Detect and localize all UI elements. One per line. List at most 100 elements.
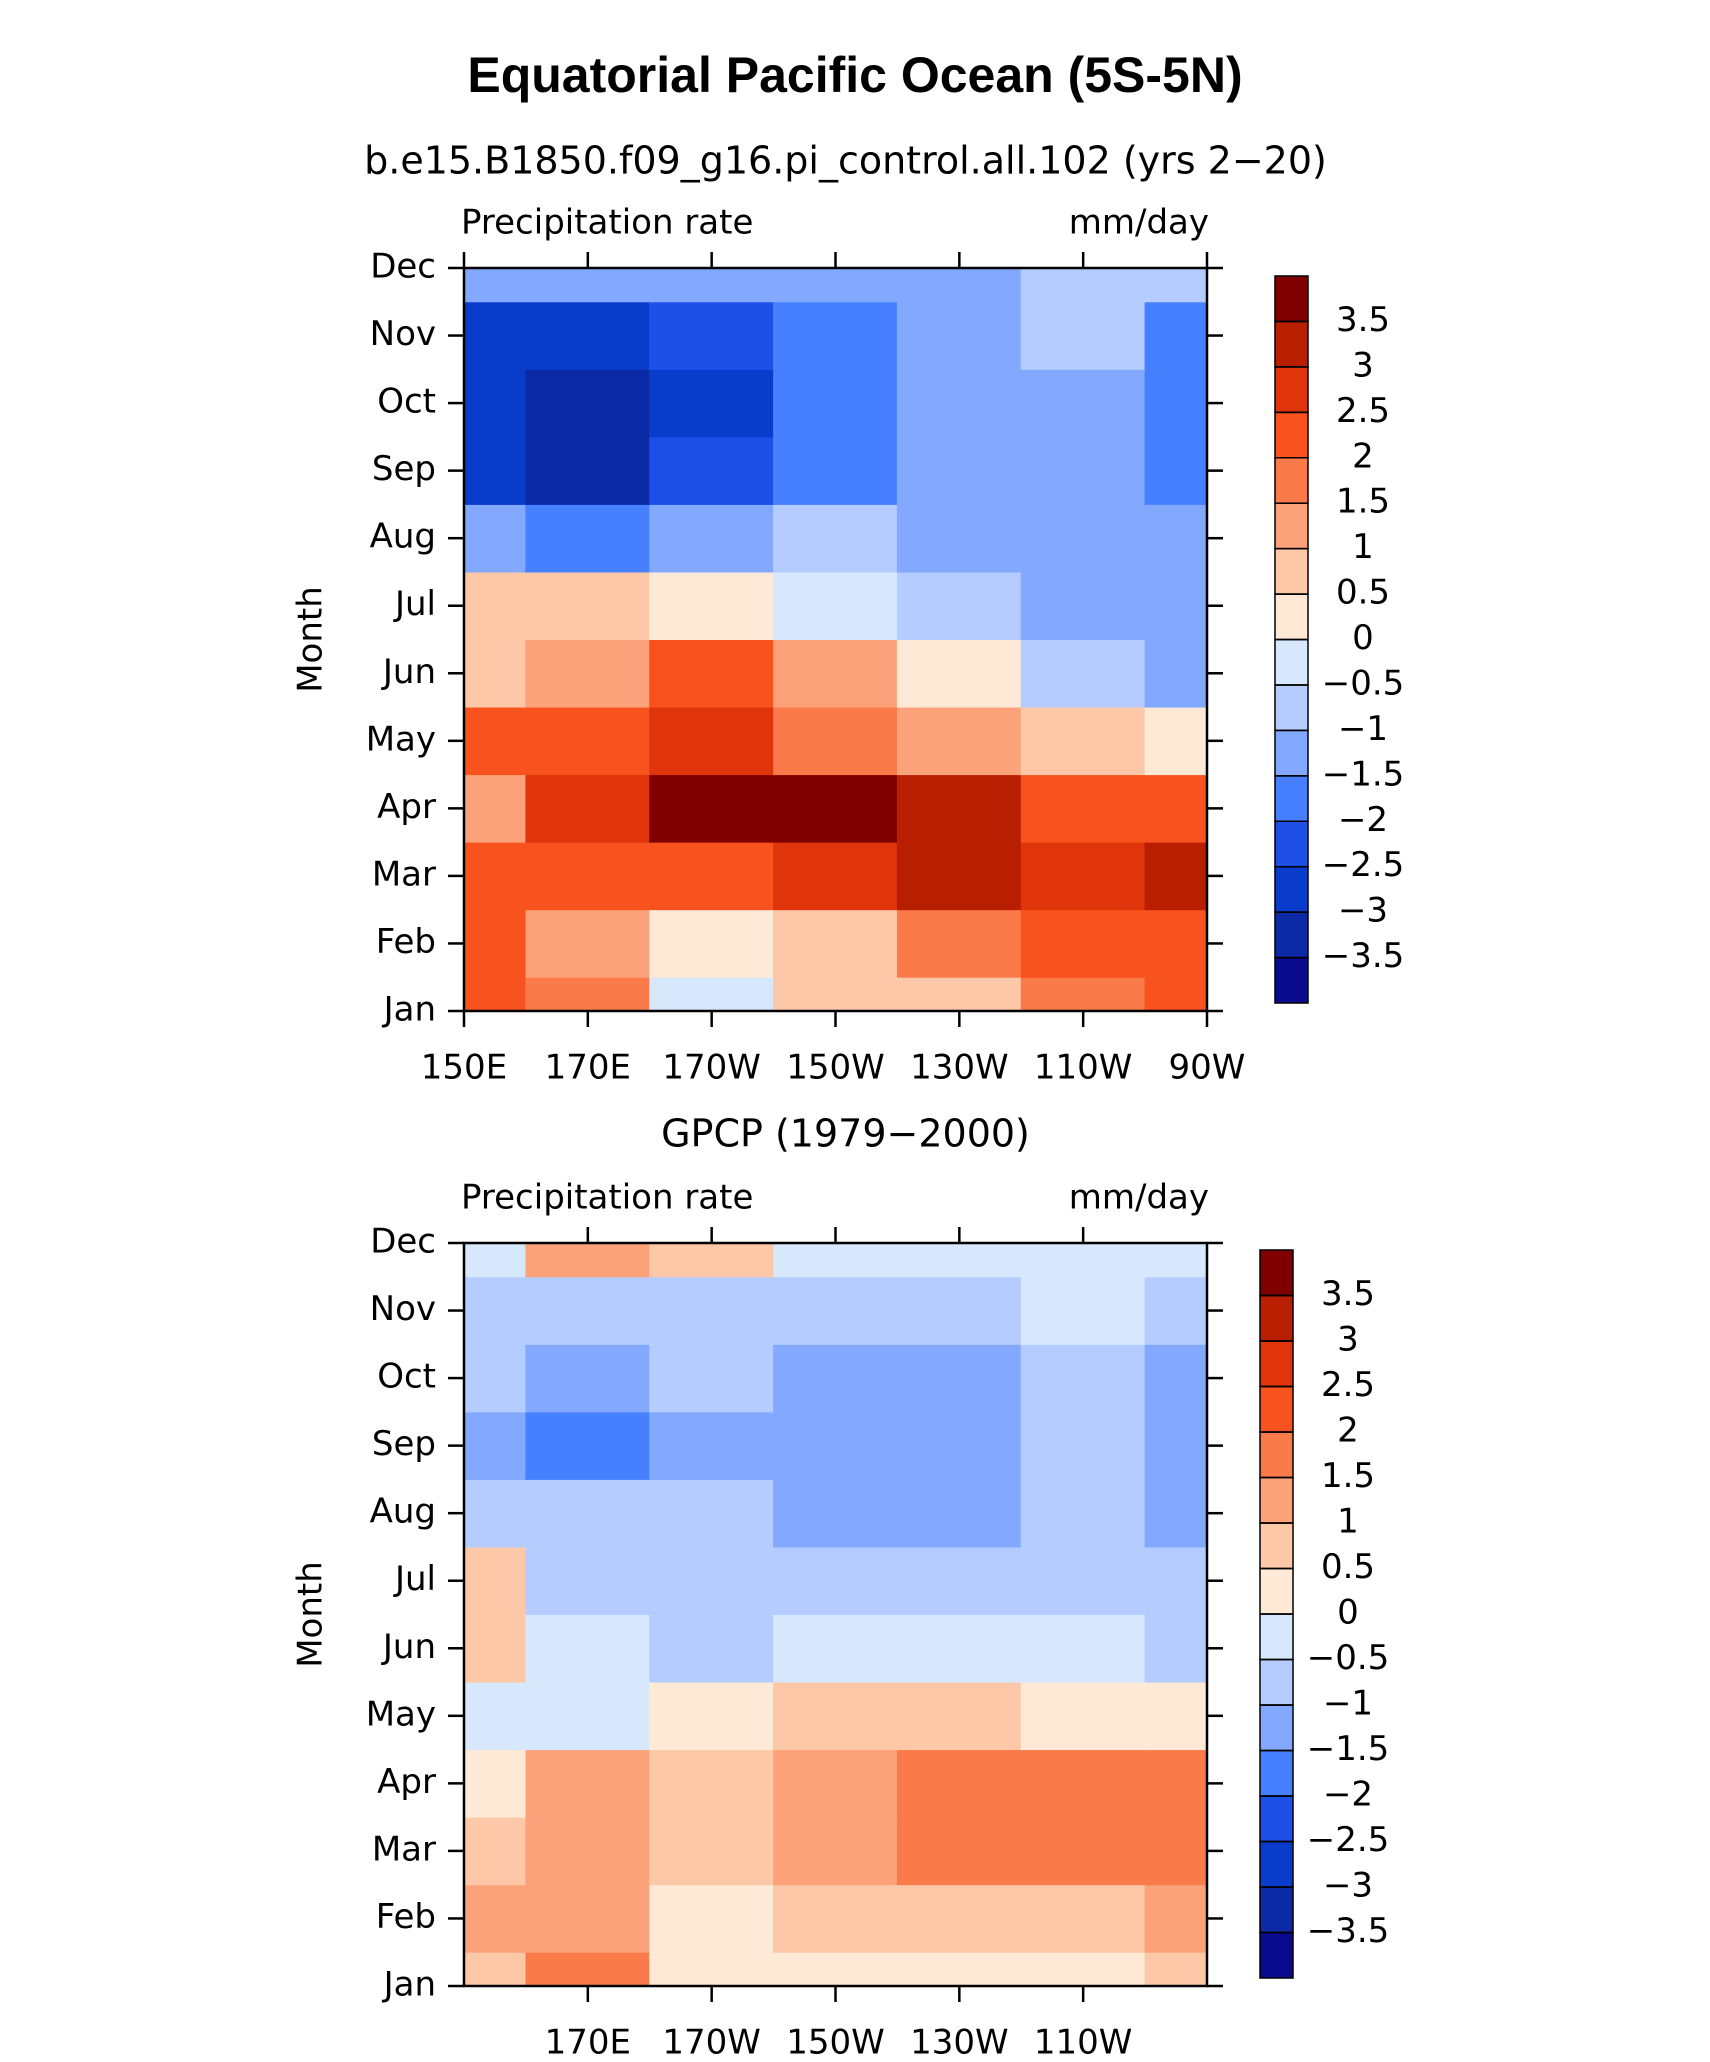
contour-cell xyxy=(1144,1276,1207,1345)
contour-cell xyxy=(525,639,651,708)
x-tick-label: 170W xyxy=(662,1048,761,1088)
contour-cell xyxy=(896,1884,1022,1953)
right-label: mm/day xyxy=(1069,1178,1209,1218)
contour-cell xyxy=(525,1411,651,1480)
x-tick-label: 150W xyxy=(786,2023,885,2062)
colorbar-label: 1.5 xyxy=(1321,1456,1375,1496)
contour-cell xyxy=(525,706,651,776)
y-tick-label: Mar xyxy=(372,1829,436,1869)
contour-cell xyxy=(773,1343,898,1413)
contour-cell xyxy=(464,1478,527,1548)
contour-cell xyxy=(649,1343,775,1413)
contour-cell xyxy=(1020,1343,1146,1413)
contour-cell xyxy=(525,1243,651,1278)
contour-cell xyxy=(525,1749,651,1818)
x-tick-label: 130W xyxy=(910,2023,1009,2062)
colorbar-label: 3 xyxy=(1352,345,1374,385)
contour-cell xyxy=(649,841,775,911)
contour-cell xyxy=(525,1546,651,1615)
contour-cell xyxy=(1020,774,1146,843)
x-tick-label: 150W xyxy=(786,1048,885,1088)
contour-cell xyxy=(1144,1614,1207,1683)
contour-cell xyxy=(464,1546,527,1615)
colorbar-label: −2.5 xyxy=(1322,845,1405,885)
contour-cell xyxy=(773,1243,898,1278)
colorbar-box xyxy=(1274,775,1309,822)
contour-cell xyxy=(1144,503,1207,573)
contour-cell xyxy=(525,436,651,505)
left-label: Precipitation rate xyxy=(461,203,753,243)
contour-cell xyxy=(525,909,651,978)
y-tick-label: Jun xyxy=(381,652,436,692)
contour-cell xyxy=(773,1478,898,1548)
colorbar-box xyxy=(1274,320,1309,368)
left-label: Precipitation rate xyxy=(461,1178,753,1218)
colorbar-label: −3 xyxy=(1338,891,1388,931)
contour-cell xyxy=(1144,1411,1207,1480)
contour-cell xyxy=(1020,301,1146,370)
colorbar-label: 0.5 xyxy=(1336,573,1390,613)
colorbar-box xyxy=(1259,1886,1294,1934)
contour-cell xyxy=(896,639,1022,708)
contour-cell xyxy=(525,841,651,911)
subtitle: b.e15.B1850.f09_g16.pi_control.all.102 (… xyxy=(364,139,1327,183)
y-tick-label: Jul xyxy=(393,1559,436,1599)
colorbar-label: −1 xyxy=(1338,709,1388,749)
contour-cell xyxy=(1020,368,1146,438)
y-tick-label: Feb xyxy=(376,1897,436,1937)
contour-cell xyxy=(896,368,1022,438)
colorbar-label: −2 xyxy=(1323,1775,1373,1815)
contour-cell xyxy=(464,436,527,505)
contour-cell xyxy=(1020,706,1146,776)
contour-cell xyxy=(649,1951,775,1986)
colorbar-box xyxy=(1274,956,1309,1004)
colorbar-label: −0.5 xyxy=(1307,1638,1390,1678)
colorbar-label: 3.5 xyxy=(1321,1274,1375,1314)
colorbar-box xyxy=(1274,502,1309,550)
contour-cell xyxy=(1020,841,1146,911)
y-axis-label: Month xyxy=(291,586,331,693)
contour-cell xyxy=(1144,1546,1207,1615)
contour-cell xyxy=(1144,1816,1207,1886)
contour-cell xyxy=(896,503,1022,573)
contour-cell xyxy=(464,1749,527,1818)
y-tick-label: Jan xyxy=(382,990,436,1030)
x-tick-label: 170W xyxy=(662,2023,761,2062)
contour-cell xyxy=(896,1411,1022,1480)
contour-cell xyxy=(896,436,1022,505)
contour-cell xyxy=(649,1884,775,1953)
contour-cell xyxy=(525,503,651,573)
contour-cell xyxy=(1020,268,1146,303)
contour-cell xyxy=(649,1478,775,1548)
contour-cell xyxy=(1144,436,1207,505)
contour-cell xyxy=(773,1546,898,1615)
contour-cell xyxy=(896,1343,1022,1413)
contour-cell xyxy=(1144,1884,1207,1953)
colorbar-label: 1 xyxy=(1352,527,1374,567)
colorbar-box xyxy=(1274,638,1309,686)
contour-cell xyxy=(1020,1816,1146,1886)
colorbar-box xyxy=(1259,1340,1294,1388)
contour-cell xyxy=(1020,1749,1146,1818)
contour-cell xyxy=(896,1749,1022,1818)
contour-cell xyxy=(525,1478,651,1548)
contour-cell xyxy=(773,774,898,843)
contour-cell xyxy=(525,368,651,438)
contour-cell xyxy=(1020,1478,1146,1548)
colorbar-box xyxy=(1274,275,1309,323)
contour-cell xyxy=(464,774,527,843)
contour-cell xyxy=(649,1243,775,1278)
colorbar-box xyxy=(1274,911,1309,959)
contour-cell xyxy=(649,571,775,640)
contour-cell xyxy=(464,571,527,640)
colorbar-label: −0.5 xyxy=(1322,663,1405,703)
contour-cell xyxy=(1020,571,1146,640)
contour-cell xyxy=(896,1478,1022,1548)
contour-cell xyxy=(464,1884,527,1953)
contour-cell xyxy=(464,1276,527,1345)
contour-cell xyxy=(773,368,898,438)
colorbar-box xyxy=(1259,1476,1294,1524)
y-tick-label: Aug xyxy=(370,517,436,557)
colorbar-label: 2.5 xyxy=(1321,1365,1375,1405)
contour-cell xyxy=(773,639,898,708)
